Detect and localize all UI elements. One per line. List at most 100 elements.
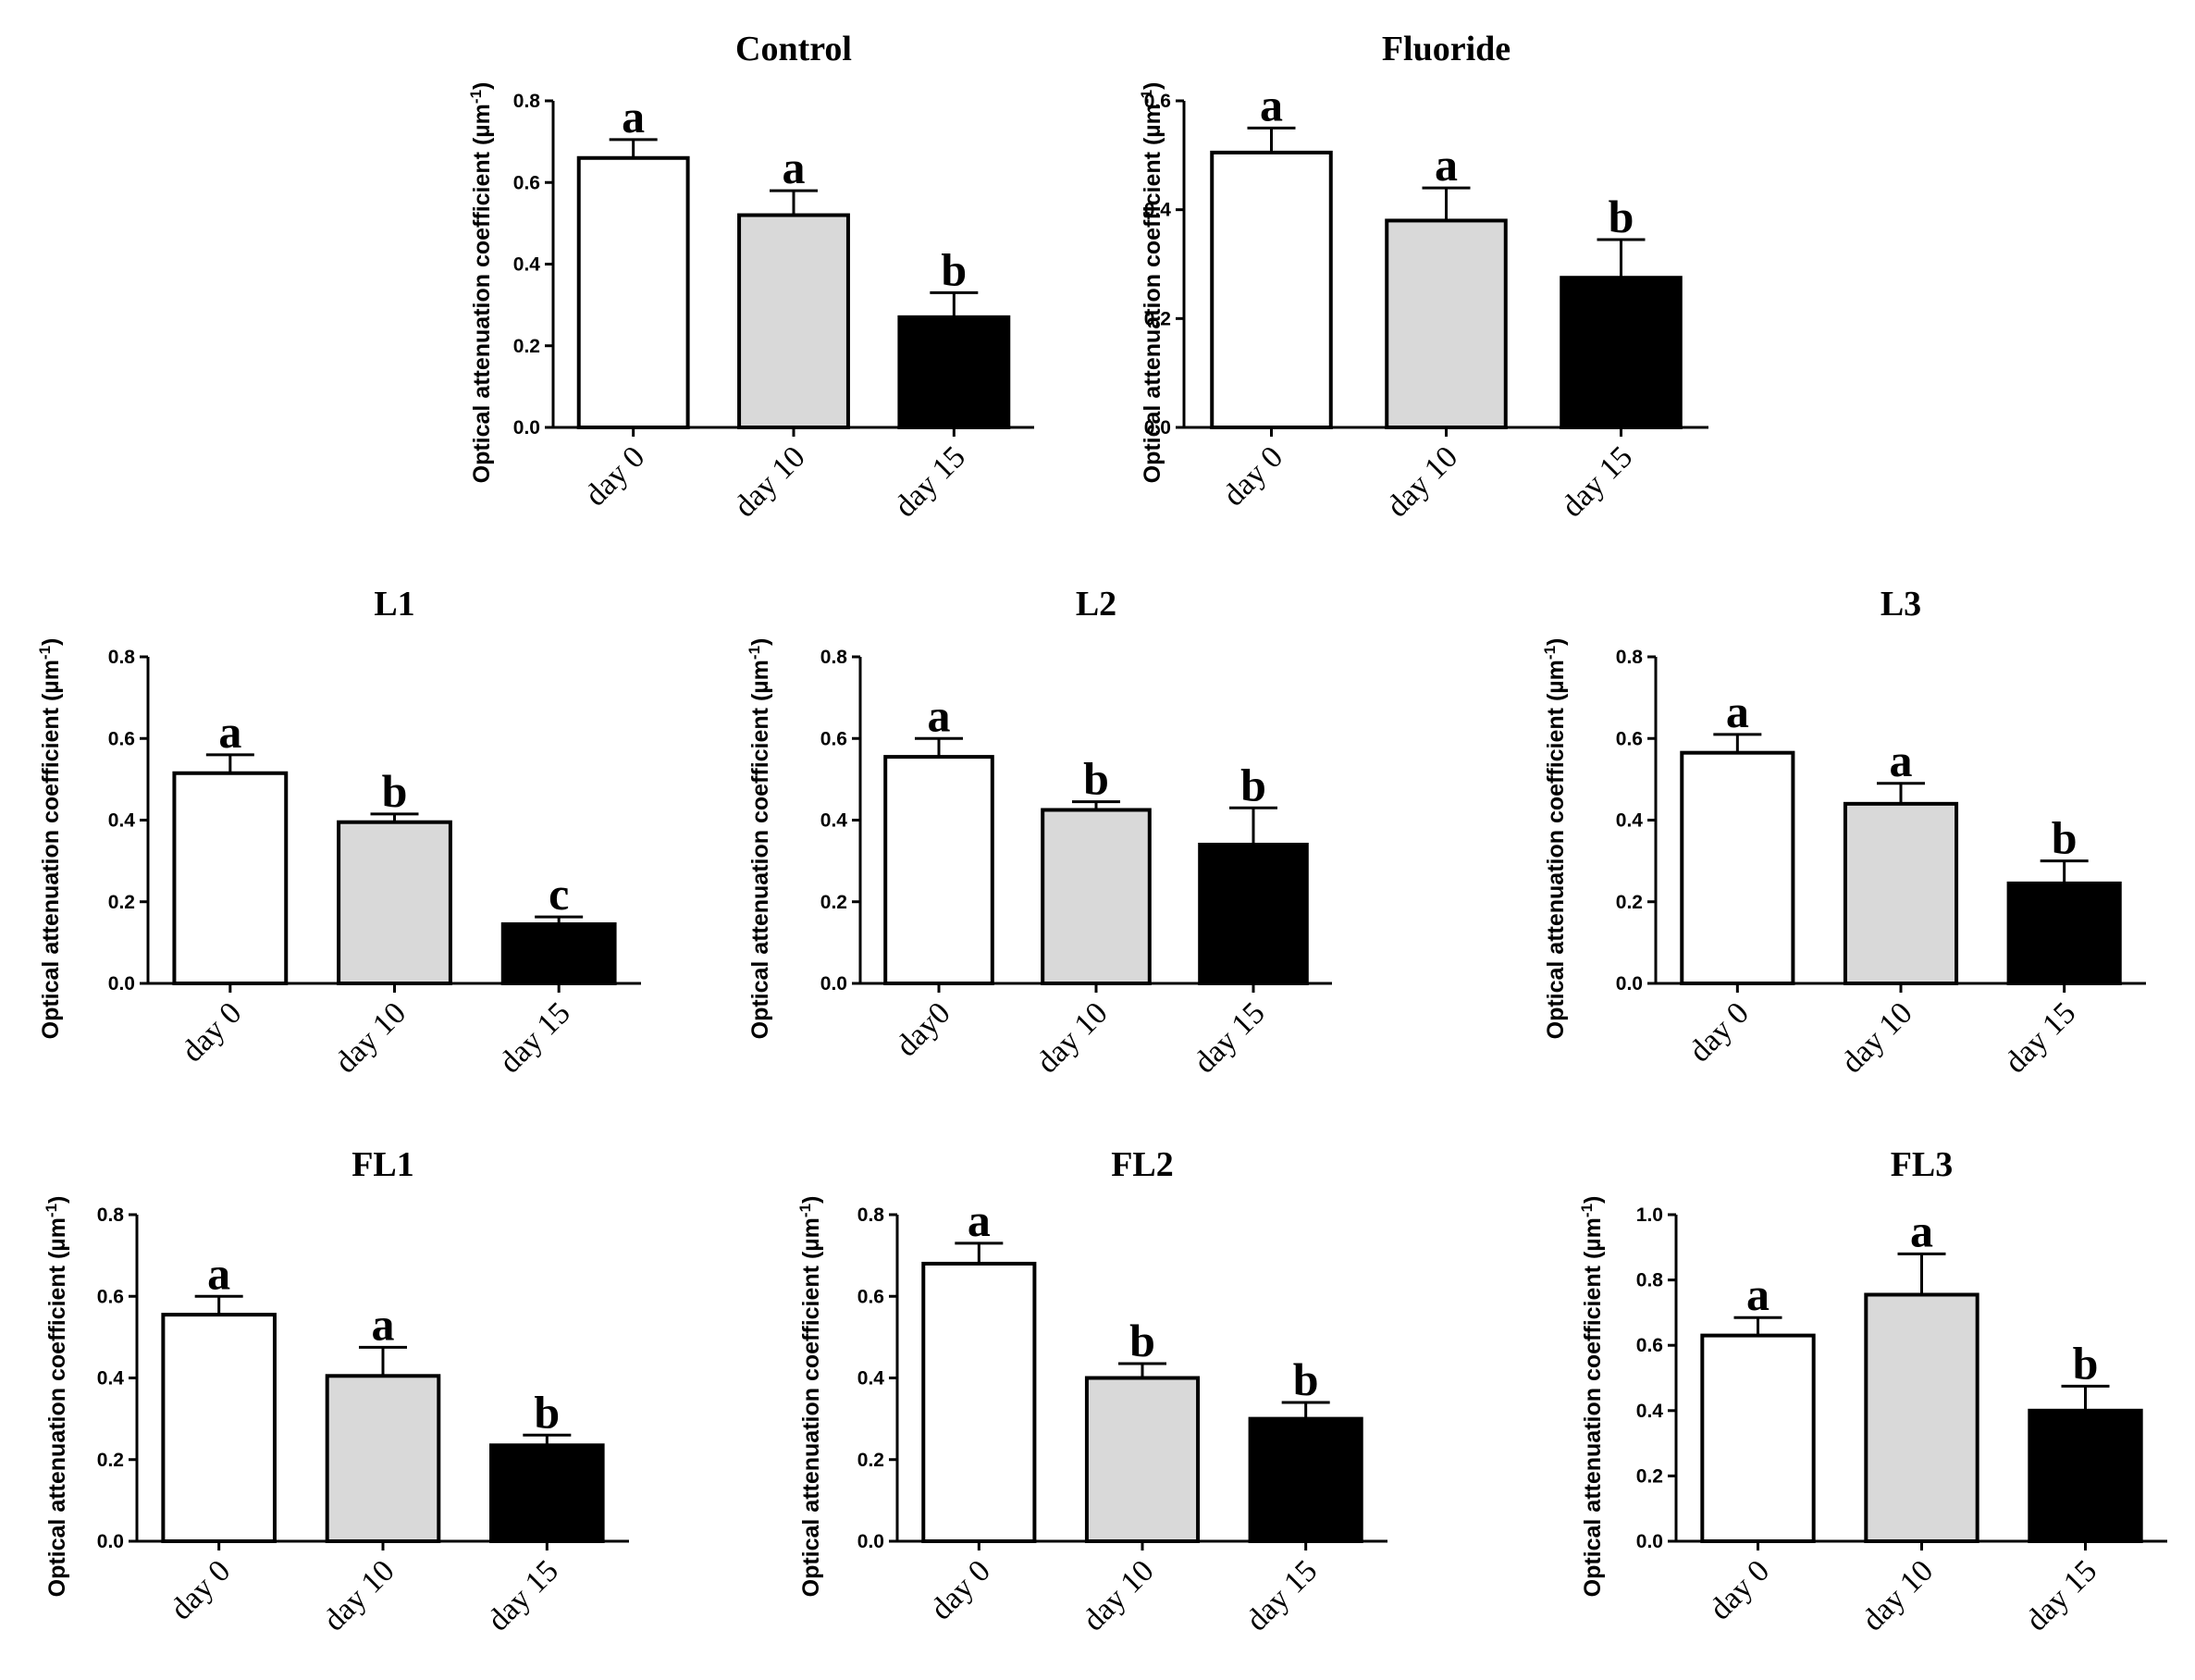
y-tick-label: 0.4 xyxy=(820,810,848,832)
x-tick-label: day 0 xyxy=(924,1553,997,1626)
y-tick-label: 0.0 xyxy=(1636,1531,1663,1552)
y-tick-label: 0.4 xyxy=(1636,1401,1664,1422)
x-tick-label: day 10 xyxy=(1835,995,1919,1080)
significance-label: a xyxy=(372,1298,395,1350)
bar-day10 xyxy=(1385,218,1508,429)
bar-day10 xyxy=(1843,801,1959,985)
y-tick-label: 0.6 xyxy=(513,172,540,193)
y-tick-label: 0.2 xyxy=(820,892,847,913)
chart-panel-l2: L2 Optical attenuation coefficient (µm-1)… xyxy=(746,585,1332,1080)
y-tick-label: 0.0 xyxy=(1616,973,1643,994)
y-axis-label: Optical attenuation coefficient (µm-1) xyxy=(1541,638,1570,1040)
chart-title: Control xyxy=(735,30,852,68)
significance-label: a xyxy=(1890,735,1913,786)
significance-label: a xyxy=(218,706,241,758)
x-tick-label: day 0 xyxy=(176,995,249,1069)
y-tick-label: 0.6 xyxy=(857,1286,884,1307)
y-tick-label: 0.2 xyxy=(1636,1465,1663,1487)
x-tick-label: day 15 xyxy=(1239,1553,1324,1637)
bar-day15 xyxy=(1560,276,1683,430)
significance-label: a xyxy=(1910,1204,1933,1256)
significance-label: b xyxy=(1240,759,1266,810)
y-tick-label: 0.0 xyxy=(857,1531,884,1552)
significance-label: a xyxy=(207,1247,230,1299)
x-tick-label: day 10 xyxy=(1856,1553,1940,1637)
x-tick-label: day 10 xyxy=(328,995,413,1080)
y-tick-label: 0.0 xyxy=(108,973,135,994)
bar-day15 xyxy=(897,315,1011,429)
x-tick-label: day 15 xyxy=(1188,995,1272,1080)
significance-label: c xyxy=(549,868,569,920)
bar-day0 xyxy=(1700,1333,1816,1543)
y-tick-label: 0.2 xyxy=(1144,308,1171,329)
chart-title: L1 xyxy=(374,585,414,624)
chart-title: L3 xyxy=(1881,585,1921,624)
bar-day10 xyxy=(737,213,850,429)
y-tick-label: 0.2 xyxy=(97,1450,124,1471)
chart-panel-fl2: FL2 Optical attenuation coefficient (µm-1… xyxy=(796,1145,1387,1637)
bar-day15 xyxy=(1248,1416,1363,1543)
x-tick-label: day 0 xyxy=(1703,1553,1776,1626)
y-axis-label: Optical attenuation coefficient (µm-1) xyxy=(36,638,65,1040)
x-tick-label: day 15 xyxy=(493,995,577,1080)
y-axis-label: Optical attenuation coefficient (µm-1) xyxy=(796,1196,825,1598)
significance-label: b xyxy=(2052,812,2078,864)
x-tick-label: day 15 xyxy=(888,439,972,524)
x-tick-label: day 10 xyxy=(1030,995,1115,1080)
y-tick-label: 0.0 xyxy=(513,417,540,439)
y-tick-label: 0.8 xyxy=(97,1204,125,1226)
x-tick-label: day 0 xyxy=(578,439,651,513)
bar-day0 xyxy=(1210,150,1333,429)
significance-label: b xyxy=(1129,1315,1155,1366)
significance-label: a xyxy=(1746,1268,1770,1320)
y-tick-label: 0.8 xyxy=(513,91,541,112)
x-tick-label: day 10 xyxy=(1380,439,1464,524)
x-tick-label: day 15 xyxy=(1998,995,2082,1080)
significance-label: a xyxy=(783,142,806,193)
bar-day0 xyxy=(921,1261,1037,1543)
y-tick-label: 0.4 xyxy=(857,1368,885,1390)
x-tick-label: day 0 xyxy=(164,1553,237,1626)
y-tick-label: 1.0 xyxy=(1636,1204,1663,1226)
bar-day0 xyxy=(1680,750,1795,985)
significance-label: b xyxy=(941,243,967,295)
x-tick-label: day 15 xyxy=(481,1553,565,1637)
y-axis-label: Optical attenuation coefficient (µm-1) xyxy=(43,1196,71,1598)
y-tick-label: 0.4 xyxy=(97,1368,125,1390)
x-tick-label: day 15 xyxy=(2019,1553,2103,1637)
bar-day10 xyxy=(1864,1292,1979,1543)
y-tick-label: 0.6 xyxy=(1616,728,1643,749)
y-tick-label: 0.4 xyxy=(1144,200,1172,221)
y-axis-label: Optical attenuation coefficient (µm-1) xyxy=(746,638,774,1040)
chart-panel-fl1: FL1 Optical attenuation coefficient (µm-1… xyxy=(43,1145,629,1637)
bar-day15 xyxy=(2006,881,2122,985)
chart-title: FL1 xyxy=(351,1145,414,1184)
y-tick-label: 0.2 xyxy=(513,336,540,357)
bar-day0 xyxy=(161,1313,277,1543)
y-axis-label: Optical attenuation coefficient (µm-1) xyxy=(467,82,496,484)
significance-label: a xyxy=(1260,79,1283,130)
y-tick-label: 0.8 xyxy=(820,647,848,668)
x-tick-label: day 0 xyxy=(1216,439,1289,513)
y-tick-label: 0.6 xyxy=(108,728,135,749)
y-tick-label: 0.4 xyxy=(513,254,541,276)
bar-day15 xyxy=(1198,842,1309,985)
y-tick-label: 0.0 xyxy=(820,973,847,994)
y-tick-label: 0.8 xyxy=(108,647,136,668)
bar-day15 xyxy=(2028,1408,2143,1544)
y-tick-label: 0.8 xyxy=(857,1204,885,1226)
x-tick-label: day 10 xyxy=(728,439,812,524)
y-tick-label: 0.2 xyxy=(1616,892,1643,913)
chart-panel-l1: L1 Optical attenuation coefficient (µm-1)… xyxy=(36,585,641,1080)
bar-day0 xyxy=(172,771,289,985)
significance-label: a xyxy=(968,1194,991,1246)
chart-panel-control: Control Optical attenuation coefficient (… xyxy=(467,30,1034,524)
x-tick-label: day 10 xyxy=(317,1553,401,1637)
y-tick-label: 0.2 xyxy=(108,892,135,913)
significance-label: b xyxy=(1609,191,1634,242)
y-axis-label: Optical attenuation coefficient (µm-1) xyxy=(1138,82,1166,484)
bar-day10 xyxy=(1084,1376,1201,1543)
y-tick-label: 0.6 xyxy=(1144,91,1171,112)
y-tick-label: 0.8 xyxy=(1616,647,1644,668)
significance-label: a xyxy=(1726,686,1749,737)
